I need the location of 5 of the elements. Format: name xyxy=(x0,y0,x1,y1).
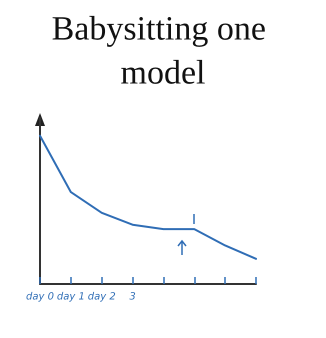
x-tick-label: 3 xyxy=(129,292,136,302)
chart-title: Babysitting one model xyxy=(52,10,274,92)
x-tick-label: day 2 xyxy=(88,292,116,302)
x-tick-label: day 1 xyxy=(56,292,85,302)
x-tick-label: day 0 xyxy=(26,292,54,302)
